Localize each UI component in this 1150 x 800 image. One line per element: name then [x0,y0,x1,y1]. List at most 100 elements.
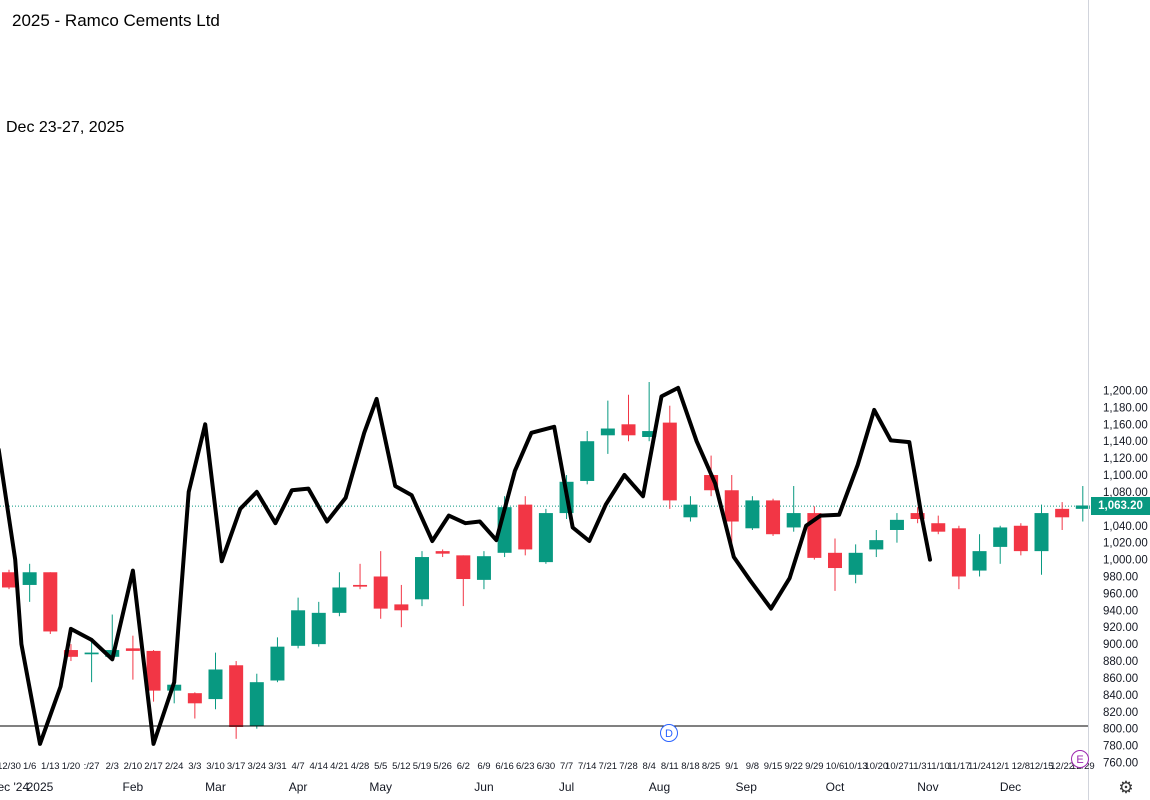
x-tick-label: 6/30 [537,761,556,772]
candle [1055,502,1070,530]
y-tick-label: 840.00 [1103,690,1138,702]
month-label: Apr [289,780,308,794]
x-tick-label: 6/16 [495,761,514,772]
candle-body [2,572,16,588]
x-tick-label: 5/12 [392,761,411,772]
y-tick-label: 1,160.00 [1103,419,1148,431]
x-tick-label: 1/6 [23,761,36,772]
candle [931,515,946,535]
candle [1013,523,1028,556]
month-label: Sep [736,780,758,794]
y-tick-label: 800.00 [1103,724,1138,736]
y-tick-label: 760.00 [1103,758,1138,770]
x-tick-label: 8/18 [681,761,700,772]
current-price-tag: 1,063.20 [1091,497,1150,516]
candle-body [394,604,409,611]
candle-body [642,431,657,437]
candle-body [291,610,306,646]
candle [291,597,306,649]
x-tick-label: 12/30 [0,761,21,772]
candle [394,584,409,628]
y-tick-label: 1,020.00 [1103,538,1148,550]
candle [538,508,553,564]
month-label: Jun [474,780,493,794]
x-tick-label: 7/21 [599,761,618,772]
candle-body [910,513,925,519]
month-label: Nov [917,780,938,794]
x-tick-label: 7/7 [560,761,573,772]
y-tick-label: 900.00 [1103,639,1138,651]
candle [724,475,739,543]
candle [311,601,326,647]
candle-body [63,650,78,657]
y-tick-label: 960.00 [1103,588,1138,600]
x-tick-label: 12/8 [1012,761,1031,772]
earnings-badge[interactable]: E [1071,750,1089,768]
x-tick-label: 8/11 [661,761,679,772]
candle-body [311,612,326,645]
candle [43,572,58,634]
y-tick-label: 860.00 [1103,673,1138,685]
candle [415,551,429,607]
x-tick-label: 11/17 [947,761,970,772]
candle [84,639,99,683]
month-label: May [369,780,392,794]
x-tick-label: 2/3 [106,761,119,772]
candle [580,431,595,485]
candle [745,496,760,530]
candle-body [538,513,553,563]
candle-body [1055,508,1070,518]
candle [786,486,801,532]
candle [146,650,161,702]
gear-icon[interactable]: ⚙ [1118,778,1134,797]
candle-body [332,587,347,613]
candle-body [146,650,161,691]
candle [373,551,388,619]
candle [518,496,533,556]
candle-body [683,504,698,518]
x-tick-label: 11/10 [927,761,950,772]
candle-body [415,557,429,600]
candle [435,549,450,558]
candle [910,507,925,524]
y-tick-label: 1,180.00 [1103,402,1148,414]
candle [187,692,202,719]
x-tick-label: 11/24 [968,761,991,772]
candle-body [249,682,264,727]
candle-body [869,540,884,550]
candle-body [43,572,58,632]
candle-body [724,490,739,522]
dividend-badge[interactable]: D [660,724,678,742]
candle-body [84,652,99,655]
candle [766,498,781,536]
x-tick-label: 4/28 [351,761,370,772]
candle [476,551,491,590]
month-label: Oct [826,780,845,794]
candle [683,496,698,522]
candle-body [1075,505,1090,509]
y-tick-label: 1,140.00 [1103,436,1148,448]
candle [993,525,1008,564]
candle [642,382,657,442]
candle [332,572,347,617]
candle [2,569,16,590]
month-label: Dec '24 [0,780,29,794]
x-tick-label: 5/19 [413,761,432,772]
candle [951,525,966,590]
candle-body [1034,513,1049,552]
y-tick-label: 1,100.00 [1103,470,1148,482]
x-tick-label: :/27 [84,761,100,772]
candle [828,538,842,591]
x-tick-label: 8/25 [702,761,721,772]
y-tick-label: 880.00 [1103,656,1138,668]
candle-body [476,556,491,580]
candle-body [662,422,677,501]
x-tick-label: 3/17 [227,761,246,772]
x-tick-label: 1/20 [62,761,81,772]
x-tick-label: 5/26 [433,761,452,772]
x-tick-label: 7/28 [619,761,638,772]
candle-body [580,441,595,481]
x-tick-label: 3/31 [268,761,287,772]
x-tick-label: 12/15 [1030,761,1054,772]
